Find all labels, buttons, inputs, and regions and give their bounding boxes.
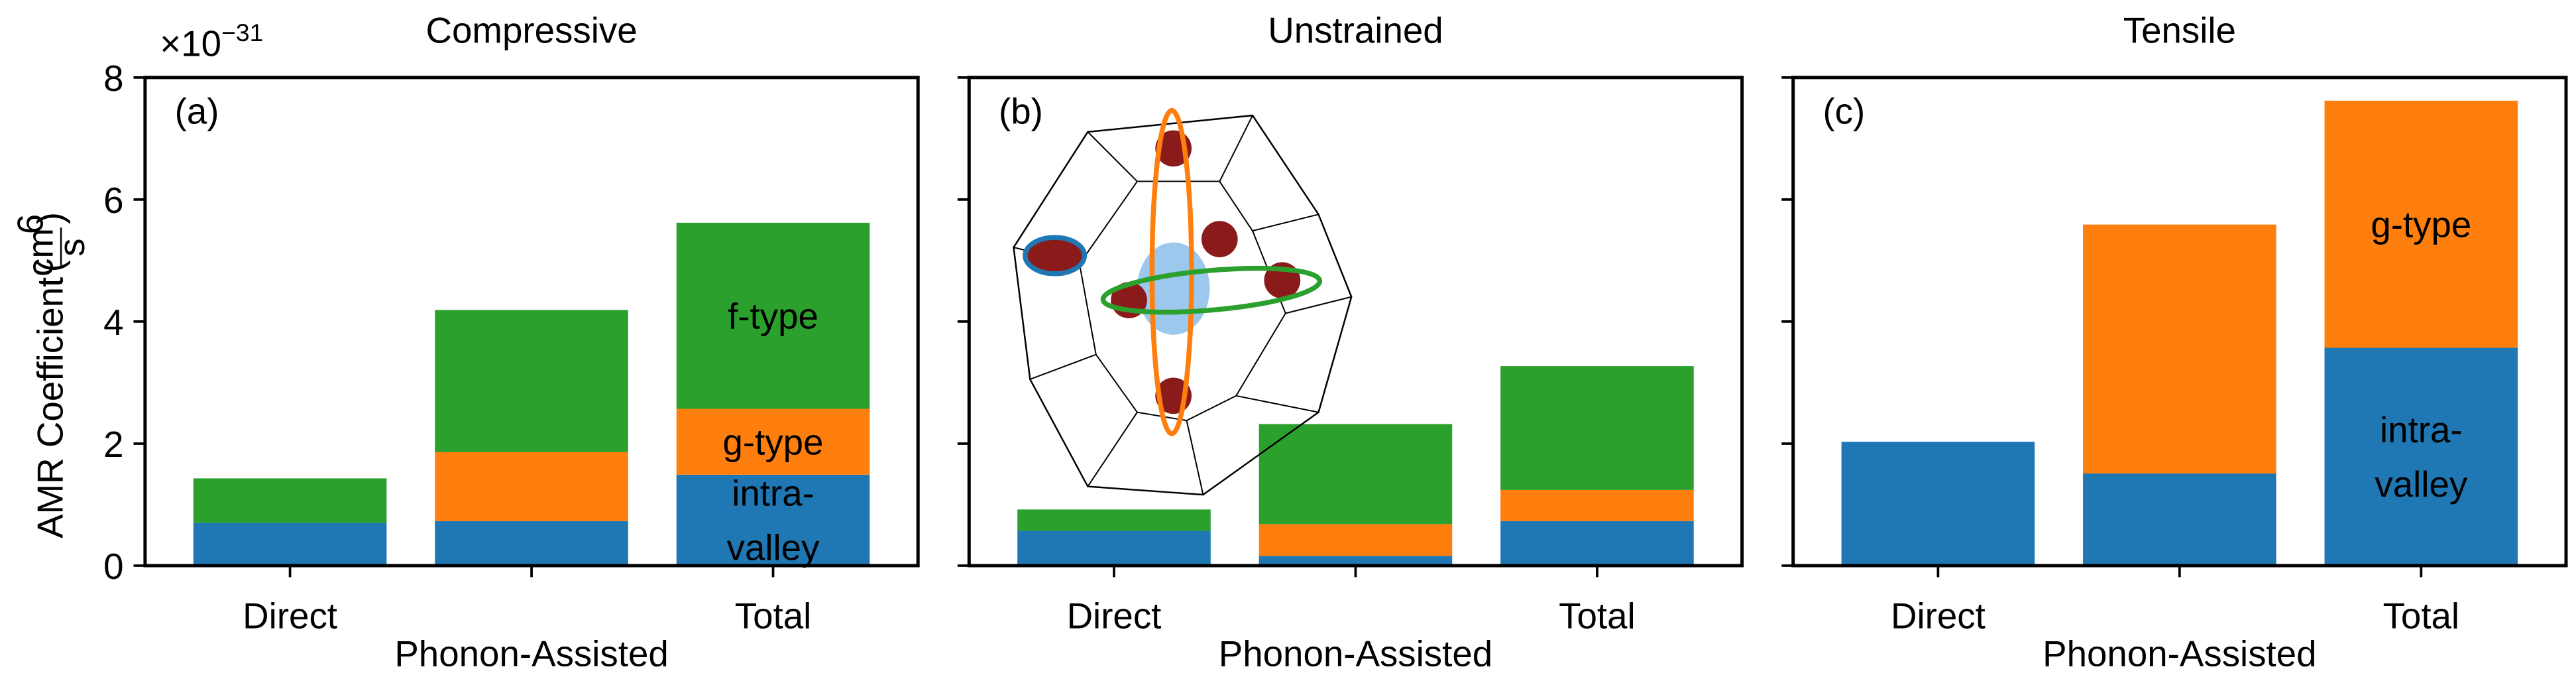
x-tick-label: Direct: [243, 595, 337, 636]
bz-edge: [1219, 180, 1253, 231]
bar-annotation: intra-valley: [2375, 409, 2467, 505]
y-tick-label: 6: [103, 180, 123, 221]
x-tick-label: Phonon-Assisted: [2043, 633, 2316, 674]
bar-segment: [435, 310, 628, 452]
valley-blob: [1137, 242, 1210, 335]
bar-segment: [435, 521, 628, 566]
x-tick-label: Phonon-Assisted: [394, 633, 668, 674]
bar-segment: [1017, 509, 1211, 531]
bar-segment: [676, 474, 870, 566]
bz-edge: [1087, 131, 1138, 182]
bz-edge: [1235, 312, 1286, 397]
bz-edge: [1285, 296, 1352, 314]
bar-segment: [1259, 524, 1453, 556]
unit-exponent: 6: [10, 214, 51, 234]
x-tick-label: Total: [1559, 595, 1636, 636]
bar-segment: [1500, 489, 1694, 521]
bar-annotation: intra-valley: [727, 473, 820, 568]
y-label: AMR Coefficient: [30, 277, 71, 538]
x-tick-label: Total: [2383, 595, 2460, 636]
bar-segment: [1841, 442, 2035, 566]
bar-segment: [676, 222, 870, 409]
bz-edge: [1252, 214, 1319, 232]
bz-edge: [1186, 395, 1237, 422]
panel-title: Unstrained: [1268, 10, 1443, 51]
x-tick-label: Phonon-Assisted: [1219, 633, 1492, 674]
bar-annotation: g-type: [2371, 204, 2471, 245]
x-tick-label: Total: [735, 595, 812, 636]
bar-segment: [2324, 100, 2518, 348]
paren: ): [30, 212, 71, 224]
bz-edge: [1078, 263, 1097, 355]
f-type-ring: [1100, 265, 1323, 315]
panel-title: Compressive: [426, 10, 638, 51]
bar-segment: [1500, 366, 1694, 490]
bz-edge: [1079, 180, 1138, 265]
y-multiplier: ×10−31: [160, 19, 263, 64]
bar-annotation: g-type: [723, 421, 824, 462]
x-tick-label: Direct: [1067, 595, 1162, 636]
brillouin-zone-inset: [1013, 107, 1353, 496]
panel-title: Tensile: [2123, 10, 2236, 51]
bar-segment: [1500, 521, 1694, 566]
panel-label: (a): [175, 91, 219, 132]
bz-edge: [1235, 395, 1319, 413]
bz-edge: [1029, 353, 1097, 380]
y-tick-label: 2: [103, 424, 123, 465]
bar-segment: [2324, 347, 2518, 566]
y-tick-label: 4: [103, 302, 123, 343]
bar-segment: [1259, 556, 1453, 566]
intra-ring: [1023, 235, 1088, 277]
bz-outline: [1013, 114, 1353, 496]
bz-edge: [1087, 412, 1138, 487]
bz-edge: [1186, 420, 1204, 495]
bar-segment: [676, 408, 870, 475]
bz-edge: [1095, 354, 1138, 413]
panel-label: (c): [1822, 91, 1865, 132]
unit-denominator: s: [51, 238, 92, 256]
valley-pocket: [1201, 221, 1238, 257]
bar-segment: [2083, 224, 2276, 474]
bar-segment: [1259, 424, 1453, 525]
bar-segment: [435, 452, 628, 521]
bar-annotation: f-type: [728, 295, 818, 336]
panel-label: (b): [999, 91, 1043, 132]
bar-segment: [2083, 473, 2276, 566]
unit-numerator: cm: [20, 228, 61, 277]
bz-edge: [1219, 115, 1253, 182]
bar-segment: [1017, 531, 1211, 566]
y-axis-label: AMR Coefficient ( cm 6 s ): [10, 212, 92, 538]
y-tick-label: 0: [103, 546, 123, 587]
x-tick-label: Direct: [1891, 595, 1986, 636]
bar-segment: [193, 478, 387, 523]
bar-segment: [193, 523, 387, 566]
y-tick-label: 8: [103, 58, 123, 99]
